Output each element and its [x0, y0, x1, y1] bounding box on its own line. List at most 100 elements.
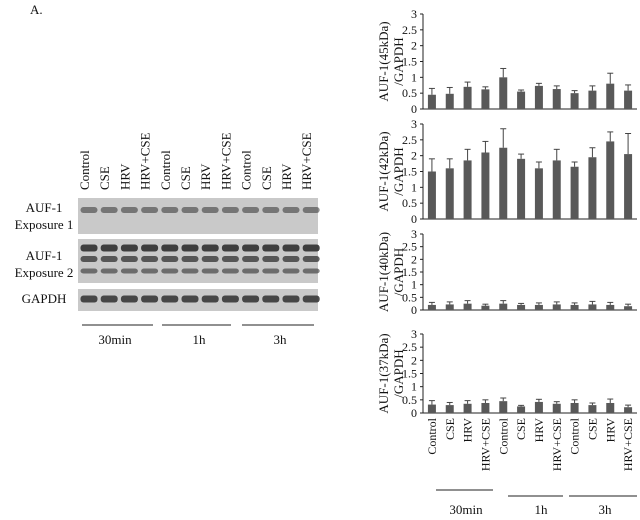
bar-chart-3: 00.511.522.53 AUF-1(40kDa)/GAPDH [376, 227, 637, 317]
blot-lane-label: HRV+CSE [299, 132, 314, 190]
blot-band [201, 295, 219, 303]
blot-band [201, 244, 219, 252]
x-tick-label: HRV+CSE [621, 418, 635, 471]
blot-band [141, 256, 159, 262]
y-axis-label: AUF-1(45kDa) [376, 21, 391, 101]
blot-band [141, 295, 159, 303]
chart-time-label-3h: 3h [599, 502, 613, 517]
time-label-30min: 30min [98, 332, 132, 347]
bar-chart-2: 0 0.5 11.5 2 2.5 3 AUF-1(42kDa)/GAPDH [376, 117, 637, 226]
bar [463, 160, 472, 219]
x-tick-label: HRV [461, 418, 475, 443]
blot-band [221, 295, 239, 303]
bar [445, 168, 454, 219]
y-axis-label: AUF-1(37kDa) [376, 333, 391, 413]
bar [588, 405, 597, 413]
bar [481, 89, 490, 109]
blot-band [161, 268, 179, 274]
blot-band [80, 256, 98, 262]
blot-band [262, 244, 280, 252]
bar [427, 94, 436, 109]
y-tick-label: 2.5 [402, 340, 417, 354]
bar-chart-4: 00.511.522.53 AUF-1(37kDa)/GAPDH [376, 327, 637, 420]
blot-band [221, 256, 239, 262]
y-tick-label: 3 [411, 327, 417, 341]
blot-lane-label: HRV [279, 163, 294, 190]
blot-band [302, 268, 320, 274]
bar [445, 93, 454, 109]
bar [624, 407, 633, 413]
blot-band [120, 207, 138, 213]
blot-lane-label: Control [77, 150, 92, 190]
blot-band [100, 295, 118, 303]
y-tick-label: 0 [411, 212, 417, 226]
blot-lane-label: HRV [117, 163, 132, 190]
blot-row-label-2-line1: AUF-1 [26, 248, 63, 263]
blot-band [221, 207, 239, 213]
y-tick-label: 2.5 [402, 133, 417, 147]
bar [445, 405, 454, 413]
y-tick-label: 2 [411, 252, 417, 266]
blot-lane-label: HRV+CSE [218, 132, 233, 190]
y-tick-label: 1 [411, 70, 417, 84]
y-tick-label: 2.5 [402, 240, 417, 254]
y-tick-label: 0.5 [402, 196, 417, 210]
bar [588, 304, 597, 310]
bar [427, 171, 436, 219]
bar-chart-1: 0 0.5 11.5 2 2.5 3 AUF-1(45kDa)/GAPDH [376, 7, 637, 116]
y-tick-label: 1.5 [402, 265, 417, 279]
x-tick-label: CSE [514, 418, 528, 440]
blot-band [262, 207, 280, 213]
y-tick-label: 3 [411, 7, 417, 21]
blot-band [242, 256, 260, 262]
blot-band [262, 295, 280, 303]
bar [534, 85, 543, 109]
y-tick-label: 3 [411, 227, 417, 241]
blot-band [242, 268, 260, 274]
blot-band [120, 244, 138, 252]
blot-lane-label: Control [158, 150, 173, 190]
blot-lane-label: HRV [198, 163, 213, 190]
bar [445, 304, 454, 310]
bar [570, 402, 579, 413]
blot-row-label-1-line1: AUF-1 [26, 200, 63, 215]
x-tick-label: Control [425, 417, 439, 454]
y-tick-label: 2 [411, 39, 417, 53]
blot-lane-label: HRV+CSE [138, 132, 153, 190]
bar [534, 168, 543, 219]
bar [499, 77, 508, 109]
blot-band [282, 244, 300, 252]
blot-lane-label: Control [239, 150, 254, 190]
bar [517, 406, 526, 413]
bar [606, 402, 615, 413]
y-tick-label: 0 [411, 406, 417, 420]
y-axis-label: AUF-1(40kDa) [376, 232, 391, 312]
blot-band [80, 295, 98, 303]
y-tick-label: 0.5 [402, 86, 417, 100]
bar [517, 304, 526, 310]
blot-band [262, 256, 280, 262]
bar [588, 157, 597, 219]
blot-band [221, 244, 239, 252]
y-tick-label: 0 [411, 303, 417, 317]
y-axis-label: AUF-1(42kDa) [376, 131, 391, 211]
x-tick-label: HRV [603, 418, 617, 443]
blot-band [201, 256, 219, 262]
blot-band [100, 207, 118, 213]
blot-row-label-3: GAPDH [22, 291, 67, 306]
blot-band [262, 268, 280, 274]
chart-time-label-1h: 1h [535, 502, 549, 517]
bar [481, 305, 490, 310]
blot-band [80, 207, 98, 213]
blot-band [201, 207, 219, 213]
blot-band [100, 268, 118, 274]
blot-band [181, 268, 199, 274]
blot-band [80, 244, 98, 252]
blot-band [221, 268, 239, 274]
blot-band [161, 244, 179, 252]
blot-band [161, 207, 179, 213]
bar [427, 304, 436, 310]
blot-band [120, 268, 138, 274]
bar [552, 403, 561, 413]
